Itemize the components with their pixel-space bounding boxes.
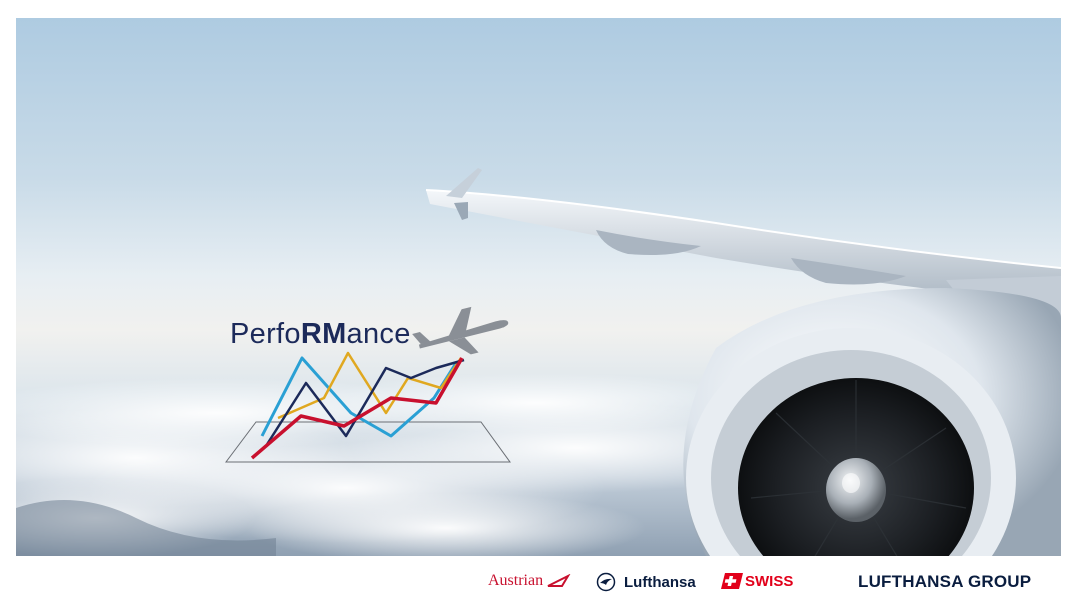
- austrian-brand: Austrian: [488, 572, 572, 590]
- logo-prefix: Perfo: [230, 318, 301, 350]
- lufthansa-group-label: LUFTHANSA GROUP: [858, 572, 1032, 591]
- chart-line-navy: [264, 358, 465, 447]
- chart-line-red: [250, 357, 464, 460]
- jet-engine: [683, 288, 1061, 556]
- austrian-chevron-icon: [547, 574, 571, 587]
- swiss-cross-icon: [721, 573, 743, 589]
- brand-footer: Austrian Lufthansa SWISS LUFTHANSA GROUP: [0, 556, 1080, 608]
- lufthansa-brand: Lufthansa: [596, 572, 696, 592]
- lufthansa-group-brand: LUFTHANSA GROUP: [858, 572, 1031, 592]
- logo-highlight: RM: [300, 318, 347, 350]
- chart-line-blue: [260, 356, 458, 438]
- sky-scene: [16, 168, 1061, 556]
- cloud-layer: [16, 373, 816, 556]
- crane-icon: [596, 572, 616, 592]
- chart-line-gold: [277, 351, 463, 420]
- performance-logo-graphic: [225, 306, 511, 463]
- swiss-label: SWISS: [745, 572, 794, 590]
- airplane-icon: [412, 306, 509, 355]
- lufthansa-label: Lufthansa: [624, 573, 696, 591]
- austrian-label: Austrian: [488, 572, 544, 589]
- hero-image: PerfoRMance: [16, 18, 1061, 556]
- logo-suffix: ance: [346, 318, 411, 350]
- swiss-brand: SWISS: [721, 572, 793, 590]
- performance-logo-text: PerfoRMance: [230, 318, 411, 351]
